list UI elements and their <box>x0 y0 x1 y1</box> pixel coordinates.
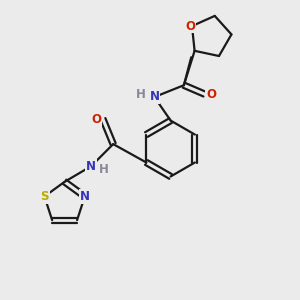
Text: H: H <box>136 88 146 101</box>
Text: O: O <box>92 112 101 126</box>
Text: N: N <box>86 160 96 173</box>
Text: S: S <box>40 190 49 203</box>
Text: O: O <box>185 20 196 32</box>
Text: H: H <box>98 163 108 176</box>
Text: O: O <box>206 88 216 100</box>
Text: N: N <box>149 91 159 103</box>
Text: N: N <box>80 190 90 203</box>
